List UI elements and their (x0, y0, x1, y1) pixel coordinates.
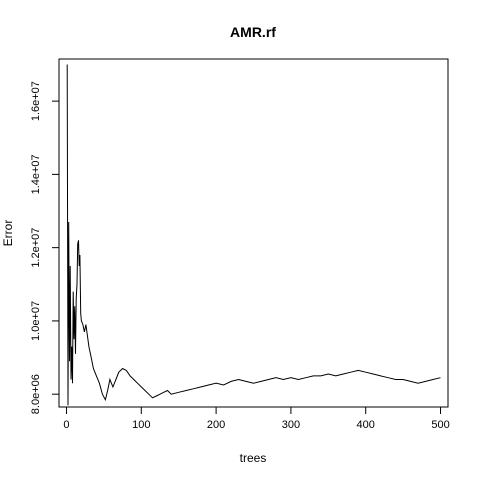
y-axis: 8.0e+06 1.0e+07 1.2e+07 1.4e+07 1.6e+07 (30, 81, 60, 414)
chart-title: AMR.rf (230, 24, 276, 40)
x-tick-label: 200 (207, 419, 225, 431)
x-tick-label: 100 (132, 419, 150, 431)
x-tick-label: 400 (357, 419, 375, 431)
series-line-error (66, 64, 441, 406)
y-tick-label: 1.0e+07 (30, 301, 42, 341)
x-axis-label: trees (240, 451, 267, 465)
x-tick-label: 500 (431, 419, 449, 431)
y-axis-label: Error (1, 220, 15, 247)
x-axis: 0 100 200 300 400 500 (63, 406, 450, 431)
y-tick-label: 8.0e+06 (30, 374, 42, 414)
x-tick-label: 300 (282, 419, 300, 431)
plot-frame (58, 58, 449, 408)
x-tick-label: 0 (63, 419, 69, 431)
y-tick-label: 1.6e+07 (30, 81, 42, 121)
y-tick-label: 1.2e+07 (30, 228, 42, 268)
y-tick-label: 1.4e+07 (30, 154, 42, 194)
